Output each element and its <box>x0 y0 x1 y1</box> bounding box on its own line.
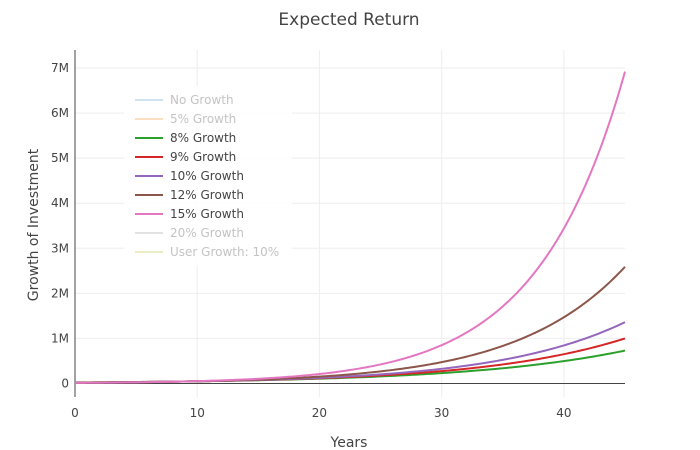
legend-item[interactable]: 9% Growth <box>135 150 236 164</box>
x-tick-label: 20 <box>312 406 327 420</box>
y-tick-label: 7M <box>51 61 69 75</box>
legend-item[interactable]: 8% Growth <box>135 131 236 145</box>
x-axis-title: Years <box>330 435 368 450</box>
x-tick-label: 10 <box>190 406 205 420</box>
series-line-12-growth <box>74 266 626 384</box>
legend-label: User Growth: 10% <box>170 245 279 259</box>
legend-item[interactable]: 15% Growth <box>135 207 244 221</box>
legend-label: 15% Growth <box>170 207 244 221</box>
y-axis-title: Growth of Investment <box>26 148 42 301</box>
legend-item[interactable]: 12% Growth <box>135 188 244 202</box>
tick-labels: 0 10 20 30 40 0 1M 2M 3M 4M 5M 6M 7M <box>51 61 572 420</box>
legend-label: 20% Growth <box>170 226 244 240</box>
y-tick-label: 5M <box>51 151 69 165</box>
series-line-15-growth <box>74 71 626 384</box>
axes <box>74 50 625 397</box>
legend-label: 10% Growth <box>170 169 244 183</box>
legend-item[interactable]: No Growth <box>135 93 234 107</box>
legend: No Growth 5% Growth 8% Growth 9% Growth 10% … <box>124 86 292 267</box>
legend-label: 12% Growth <box>170 188 244 202</box>
series-lines <box>74 71 626 384</box>
y-tick-label: 4M <box>51 196 69 210</box>
x-tick-label: 30 <box>434 406 449 420</box>
legend-item[interactable]: 5% Growth <box>135 112 236 126</box>
x-tick-label: 0 <box>71 406 79 420</box>
legend-item[interactable]: 20% Growth <box>135 226 244 240</box>
y-tick-label: 0 <box>61 376 69 390</box>
chart-title: Expected Return <box>278 10 419 30</box>
y-tick-label: 6M <box>51 106 69 120</box>
legend-label: 9% Growth <box>170 150 236 164</box>
legend-label: 8% Growth <box>170 131 236 145</box>
x-tick-label: 40 <box>556 406 571 420</box>
legend-label: 5% Growth <box>170 112 236 126</box>
y-tick-label: 1M <box>51 331 69 345</box>
legend-item[interactable]: 10% Growth <box>135 169 244 183</box>
legend-item[interactable]: User Growth: 10% <box>135 245 279 259</box>
y-tick-label: 3M <box>51 241 69 255</box>
y-tick-label: 2M <box>51 286 69 300</box>
legend-label: No Growth <box>170 93 234 107</box>
